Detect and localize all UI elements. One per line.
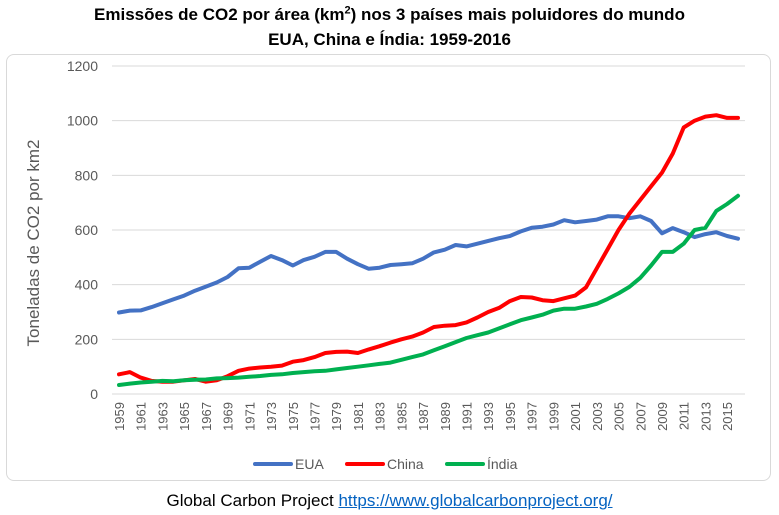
x-tick-label: 1959 (112, 402, 127, 431)
x-tick-label: 1967 (199, 402, 214, 431)
y-tick-label: 400 (75, 277, 99, 293)
legend-label: China (387, 456, 424, 472)
chart-frame: 0 200 400 600 800 1000 1200 1959 1961 1963 1965 19… (6, 54, 771, 481)
x-tick-label: 1961 (134, 402, 149, 431)
y-tick-label: 600 (75, 222, 99, 238)
legend-label: EUA (295, 456, 324, 472)
y-axis-label: Toneladas de CO2 por km2 (24, 140, 43, 347)
x-tick-label: 1997 (525, 402, 540, 431)
chart-title-line2: EUA, China e Índia: 1959-2016 (268, 30, 511, 49)
y-axis-ticks: 0 200 400 600 800 1000 1200 (67, 58, 98, 402)
y-tick-label: 200 (75, 331, 99, 347)
x-tick-label: 1985 (394, 402, 409, 431)
x-tick-label: 1983 (373, 402, 388, 431)
series-line-índia (117, 193, 740, 387)
chart-title-line1: Emissões de CO2 por área (km2) nos 3 paí… (0, 4, 779, 26)
x-tick-label: 1995 (503, 402, 518, 431)
source-label: Global Carbon Project (166, 491, 334, 510)
series-line-china (117, 113, 740, 384)
x-tick-label: 2009 (655, 402, 670, 431)
y-tick-label: 0 (90, 386, 98, 402)
x-tick-label: 2007 (633, 402, 648, 431)
legend: EUA China Índia (253, 456, 518, 472)
x-tick-label: 2011 (677, 402, 692, 430)
x-tick-label: 1971 (242, 402, 257, 431)
title-line1-text-end: ) nos 3 países mais poluidores do mundo (350, 5, 685, 24)
x-axis-ticks: 1959 1961 1963 1965 1967 1969 1971 1973 1975 1977… (112, 402, 735, 431)
title-line1-text: Emissões de CO2 por área (km (94, 5, 345, 24)
x-tick-label: 1965 (177, 402, 192, 431)
x-tick-label: 1993 (481, 402, 496, 431)
x-tick-label: 1979 (329, 402, 344, 431)
y-tick-label: 1200 (67, 58, 98, 74)
x-tick-label: 2001 (568, 402, 583, 431)
x-tick-label: 1969 (221, 402, 236, 431)
x-tick-label: 2003 (590, 402, 605, 431)
x-tick-label: 1989 (438, 402, 453, 431)
series-line-eua (117, 214, 740, 315)
x-tick-label: 1991 (460, 402, 475, 431)
x-tick-label: 1999 (546, 402, 561, 431)
x-tick-label: 2005 (612, 402, 627, 431)
x-tick-label: 1973 (264, 402, 279, 431)
series-lines (117, 113, 740, 387)
x-tick-label: 1987 (416, 402, 431, 431)
legend-label: Índia (487, 456, 518, 472)
y-tick-label: 800 (75, 167, 99, 183)
x-tick-label: 1977 (307, 402, 322, 431)
x-tick-label: 1975 (286, 402, 301, 431)
source-credit: Global Carbon Project https://www.global… (0, 490, 779, 512)
x-tick-label: 2013 (698, 402, 713, 431)
x-tick-label: 1963 (155, 402, 170, 431)
gridlines (112, 65, 745, 395)
x-tick-label: 2015 (720, 402, 735, 431)
source-link[interactable]: https://www.globalcarbonproject.org/ (338, 491, 613, 510)
x-tick-label: 1981 (351, 402, 366, 431)
title-superscript: 2 (344, 4, 351, 17)
y-tick-label: 1000 (67, 113, 98, 129)
